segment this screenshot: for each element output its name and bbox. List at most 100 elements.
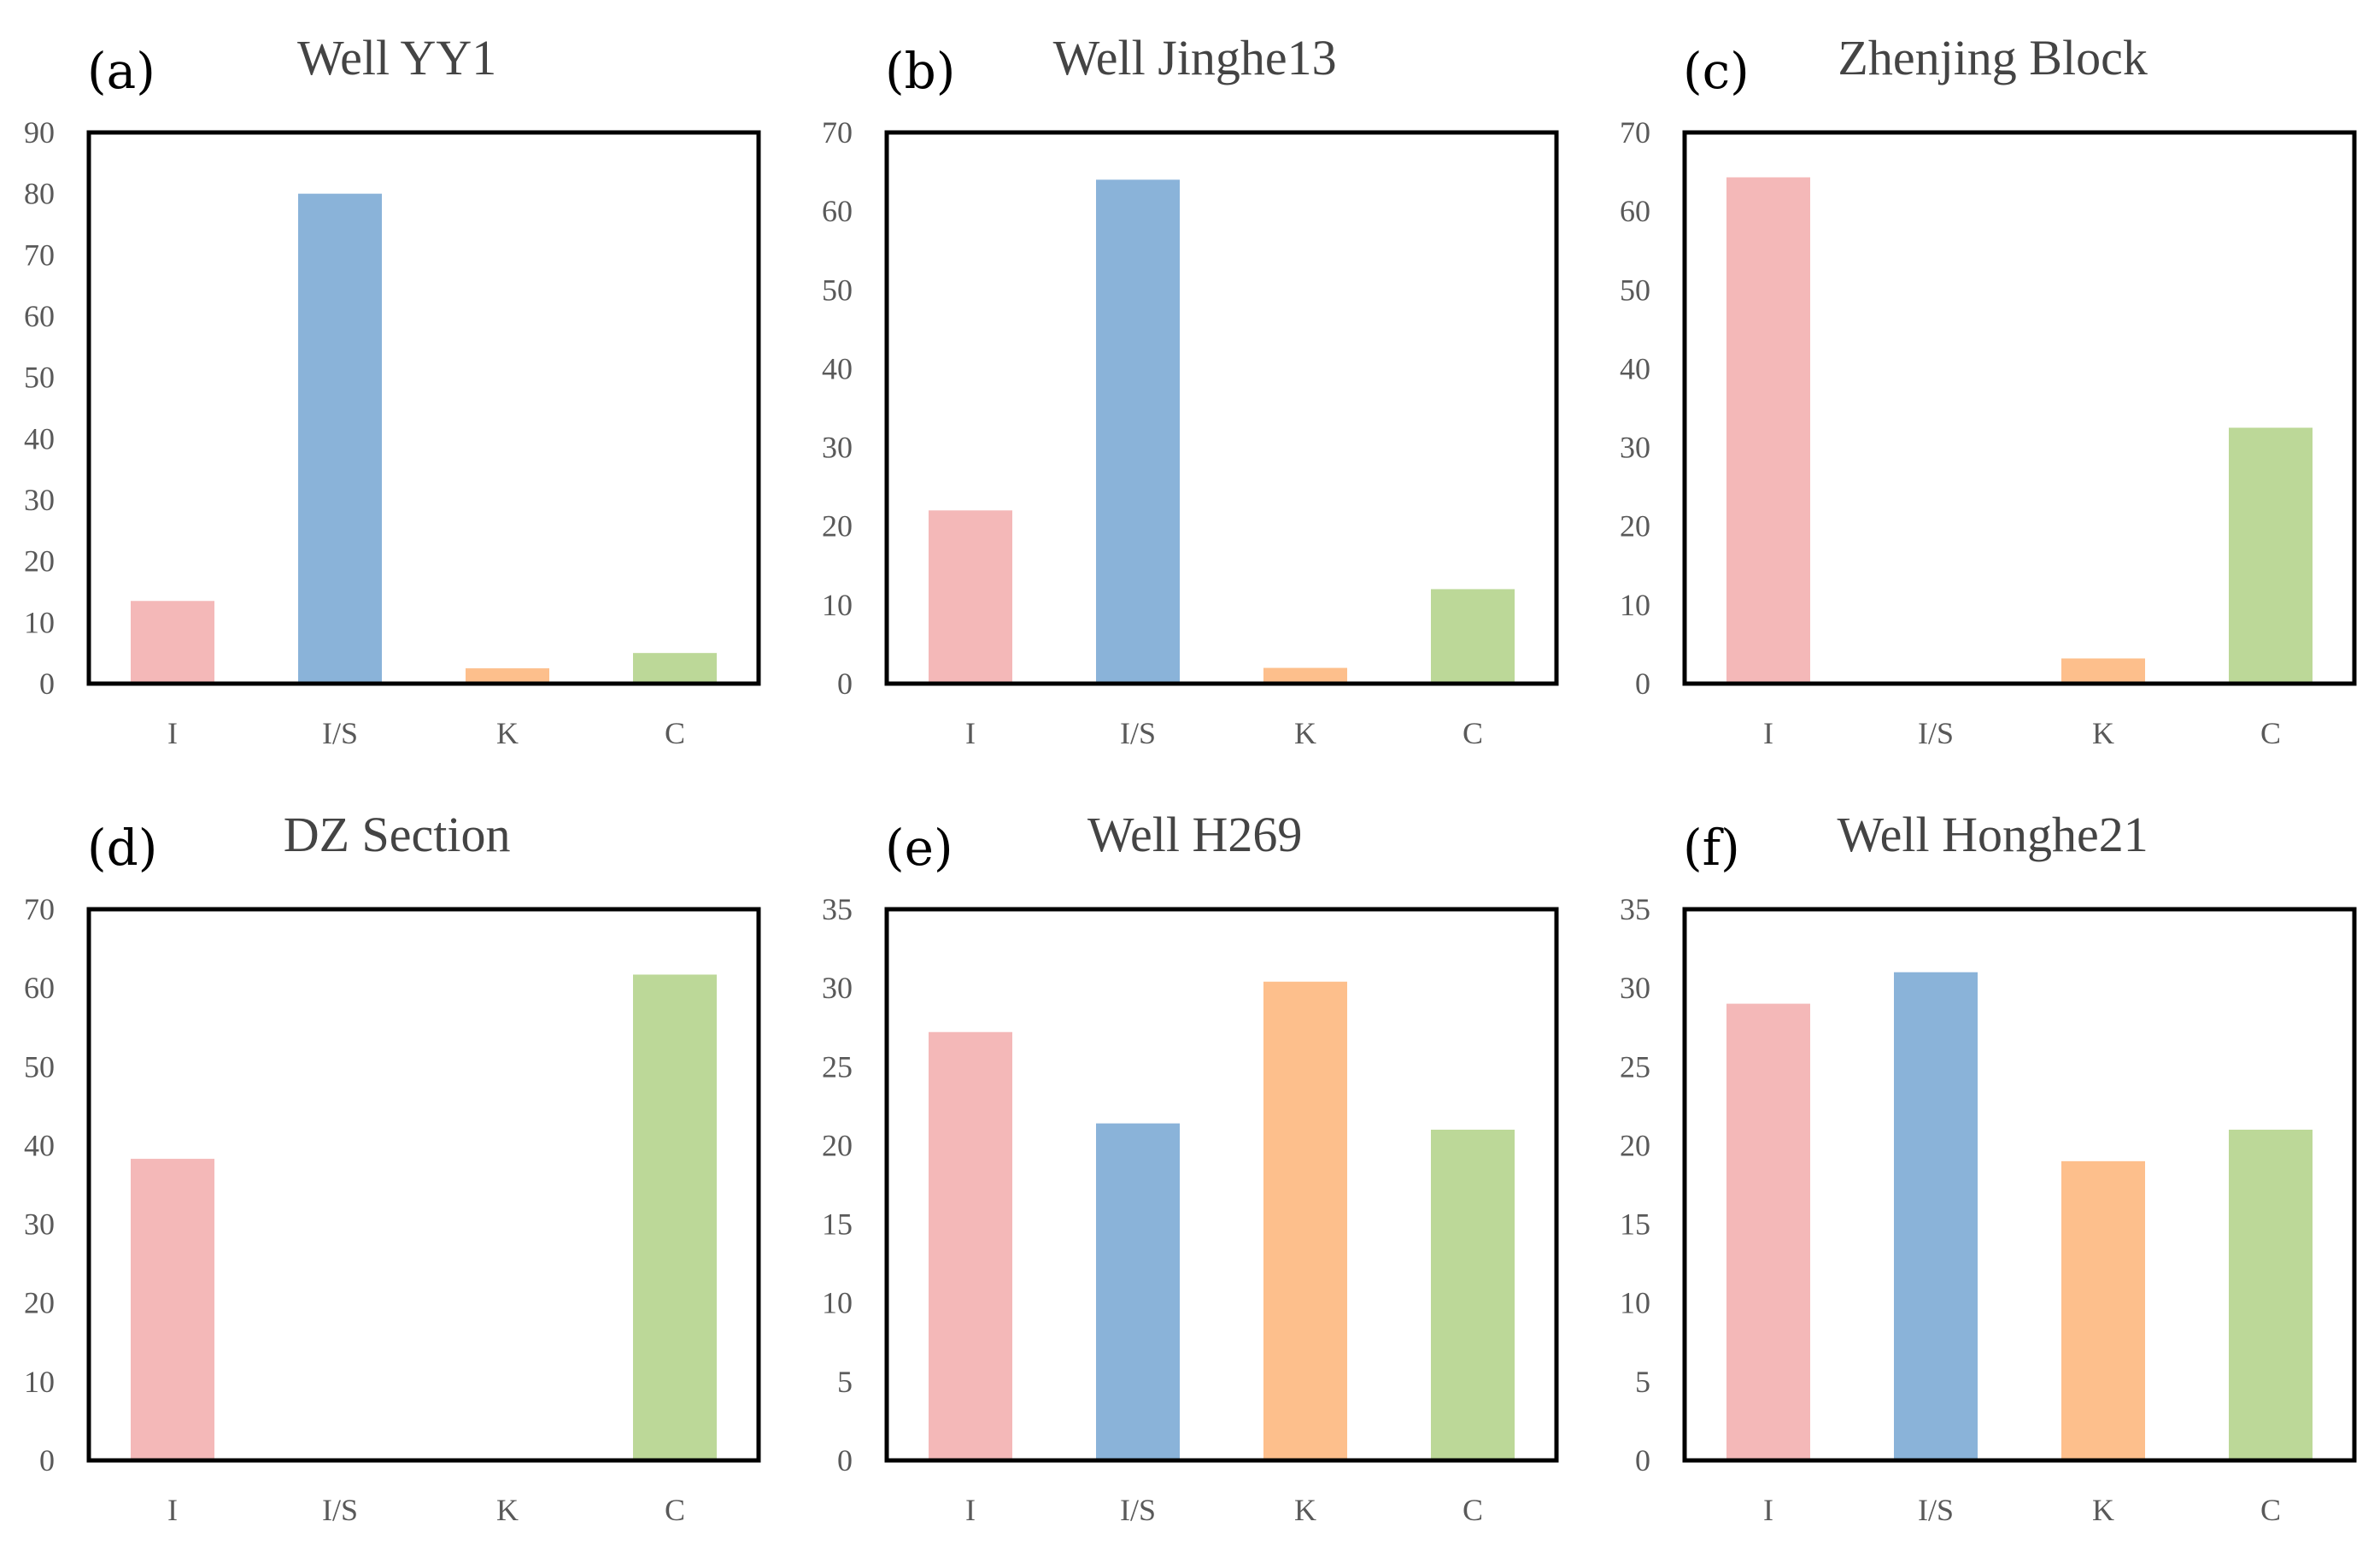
chart-title: Zhenjing Block — [1838, 30, 2147, 85]
y-tick-label: 20 — [24, 544, 55, 579]
chart-title: Well Jinghe13 — [1053, 30, 1337, 85]
bar-c — [1431, 589, 1515, 684]
x-tick-label: C — [665, 716, 685, 750]
y-tick-label: 20 — [24, 1286, 55, 1320]
chart-title: Well H269 — [1087, 807, 1302, 862]
bar-k — [1263, 981, 1347, 1460]
y-tick-label: 10 — [24, 1365, 55, 1399]
bar-i — [929, 510, 1012, 684]
y-tick-label: 0 — [1635, 1443, 1650, 1477]
y-tick-label: 20 — [822, 509, 853, 543]
chart-panel-d: (d) DZ Section 0 10 20 30 40 50 60 70 I I/S K C — [24, 807, 761, 1527]
y-tick-label: 0 — [1635, 667, 1650, 701]
plot-frame — [86, 907, 761, 1463]
x-tick-label: I/S — [322, 716, 358, 750]
x-tick-label: I/S — [322, 1493, 358, 1527]
x-tick-label: I — [167, 1493, 178, 1527]
y-tick-label: 10 — [822, 588, 853, 622]
plot-frame — [1682, 907, 2357, 1463]
x-tick-label: K — [1294, 716, 1316, 750]
y-tick-label: 10 — [1620, 1286, 1650, 1320]
y-tick-label: 60 — [822, 194, 853, 228]
bar-k — [466, 668, 549, 684]
y-tick-label: 20 — [1620, 509, 1650, 543]
plot-frame — [86, 130, 761, 686]
x-tick-label: C — [1463, 716, 1483, 750]
y-tick-label: 20 — [822, 1128, 853, 1162]
y-tick-label: 30 — [1620, 971, 1650, 1005]
bar-c — [1431, 1130, 1515, 1460]
chart-panel-a: (a) Well YY1 0 10 20 30 40 50 60 70 80 90 I I/S K C — [24, 30, 761, 750]
y-tick-label: 15 — [822, 1207, 853, 1242]
x-tick-label: I — [1763, 716, 1773, 750]
bar-c — [2229, 1130, 2313, 1460]
y-tick-label: 35 — [1620, 892, 1650, 926]
x-tick-label: I — [1763, 1493, 1773, 1527]
y-tick-label: 50 — [1620, 273, 1650, 307]
bar-is — [1894, 972, 1978, 1460]
bar-i — [1726, 177, 1810, 684]
y-tick-label: 5 — [1635, 1365, 1650, 1399]
y-tick-label: 70 — [822, 115, 853, 150]
y-tick-label: 0 — [39, 1443, 55, 1477]
chart-panel-c: (c) Zhenjing Block 0 10 20 30 40 50 60 70 I I/S K C — [1620, 30, 2357, 750]
panel-letter: (b) — [885, 42, 955, 100]
bar-i — [131, 601, 214, 684]
y-tick-label: 50 — [24, 1049, 55, 1084]
bar-c — [2229, 427, 2313, 684]
chart-title: Well Honghe21 — [1838, 807, 2148, 862]
y-tick-label: 80 — [24, 177, 55, 211]
bar-is — [1096, 179, 1180, 684]
y-tick-label: 30 — [822, 971, 853, 1005]
panel-letter: (e) — [885, 819, 953, 877]
plot-frame — [884, 130, 1559, 686]
y-tick-label: 40 — [1620, 351, 1650, 385]
x-tick-label: I — [965, 1493, 976, 1527]
y-tick-label: 40 — [24, 1128, 55, 1162]
x-tick-label: K — [496, 1493, 519, 1527]
bar-is — [1096, 1123, 1180, 1460]
y-tick-label: 10 — [24, 605, 55, 639]
y-tick-label: 30 — [24, 1207, 55, 1242]
y-tick-label: 50 — [24, 361, 55, 395]
y-tick-label: 35 — [822, 892, 853, 926]
x-tick-label: C — [665, 1493, 685, 1527]
panel-letter: (a) — [87, 42, 155, 100]
panel-letter: (f) — [1683, 819, 1740, 877]
x-tick-label: I — [965, 716, 976, 750]
panel-letter: (c) — [1683, 42, 1750, 100]
chart-panel-f: (f) Well Honghe21 0 5 10 15 20 25 30 35 I I/S K C — [1620, 807, 2357, 1527]
x-tick-label: C — [2260, 716, 2281, 750]
y-tick-label: 50 — [822, 273, 853, 307]
bar-c — [633, 653, 717, 684]
y-tick-label: 30 — [1620, 431, 1650, 465]
x-tick-label: I/S — [1918, 1493, 1954, 1527]
y-tick-label: 70 — [24, 892, 55, 926]
chart-panel-b: (b) Well Jinghe13 0 10 20 30 40 50 60 70 I I/S K C — [822, 30, 1559, 750]
x-tick-label: I — [167, 716, 178, 750]
bar-i — [1726, 1003, 1810, 1460]
bar-c — [633, 974, 717, 1460]
y-tick-label: 25 — [822, 1049, 853, 1084]
x-tick-label: I/S — [1120, 1493, 1156, 1527]
bar-i — [131, 1159, 214, 1460]
x-tick-label: K — [496, 716, 519, 750]
bar-k — [2061, 658, 2145, 684]
x-tick-label: K — [2092, 1493, 2114, 1527]
y-tick-label: 0 — [837, 667, 853, 701]
bar-i — [929, 1031, 1012, 1460]
y-tick-label: 10 — [1620, 588, 1650, 622]
y-tick-label: 30 — [24, 483, 55, 517]
x-tick-label: C — [1463, 1493, 1483, 1527]
y-tick-label: 60 — [24, 299, 55, 333]
y-tick-label: 60 — [1620, 194, 1650, 228]
y-tick-label: 25 — [1620, 1049, 1650, 1084]
y-tick-label: 0 — [837, 1443, 853, 1477]
plot-frame — [884, 907, 1559, 1463]
bar-is — [298, 193, 382, 684]
y-tick-label: 70 — [1620, 115, 1650, 150]
y-tick-label: 30 — [822, 431, 853, 465]
bar-k — [2061, 1160, 2145, 1460]
chart-title: DZ Section — [284, 807, 511, 862]
